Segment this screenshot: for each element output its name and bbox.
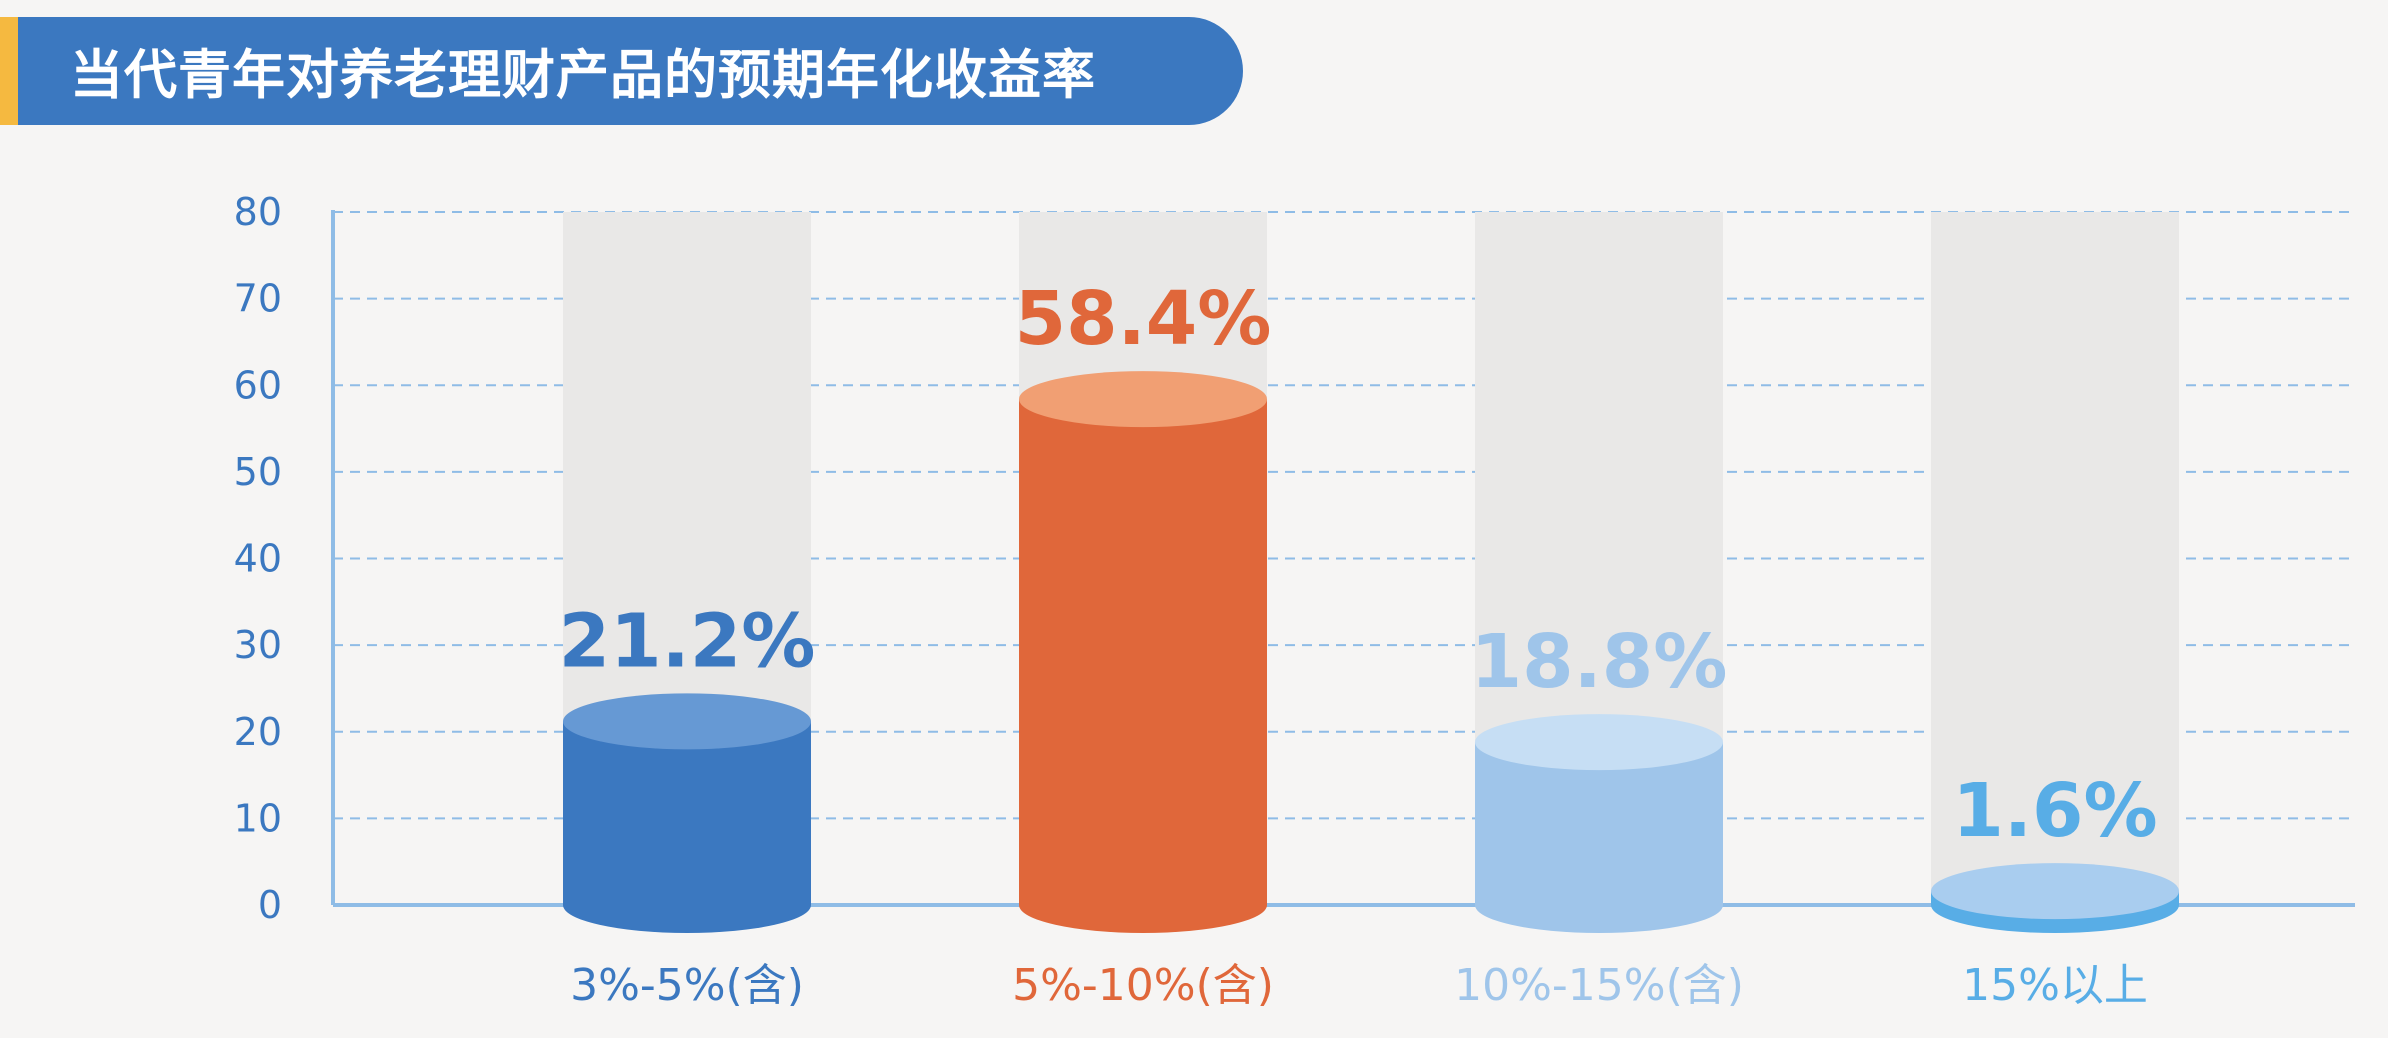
x-tick-label: 15%以上 xyxy=(1962,960,2148,1011)
x-tick-label: 10%-15%(含) xyxy=(1454,960,1744,1011)
bar-top xyxy=(563,693,811,750)
data-label: 58.4% xyxy=(1015,276,1272,362)
y-tick-label: 30 xyxy=(234,623,282,667)
bar xyxy=(1019,399,1267,933)
bar-top xyxy=(1475,714,1723,771)
y-tick-label: 80 xyxy=(234,190,282,234)
data-label: 1.6% xyxy=(1952,768,2157,854)
bar xyxy=(1475,742,1723,933)
bar-top xyxy=(1019,371,1267,428)
bar xyxy=(563,721,811,933)
y-tick-label: 0 xyxy=(258,883,282,927)
data-label: 18.8% xyxy=(1471,619,1728,705)
x-tick-label: 3%-5%(含) xyxy=(570,960,804,1011)
label-layer: 21.2% 3%-5%(含) 58.4% 5%-10%(含) 18.8% 10%-15%(… xyxy=(559,276,2158,1011)
title-accent xyxy=(0,17,18,125)
bar-track xyxy=(1931,212,2179,905)
y-tick-label: 40 xyxy=(234,537,282,581)
y-tick-label: 10 xyxy=(234,796,282,840)
bar-top xyxy=(1931,863,2179,920)
x-tick-label: 5%-10%(含) xyxy=(1012,960,1274,1011)
y-tick-label: 20 xyxy=(234,710,282,754)
data-label: 21.2% xyxy=(559,598,816,684)
y-tick-label: 70 xyxy=(234,277,282,321)
bar-layer xyxy=(563,371,2179,933)
chart-title: 当代青年对养老理财产品的预期年化收益率 xyxy=(70,45,1096,106)
title-bar: 当代青年对养老理财产品的预期年化收益率 xyxy=(18,17,1243,125)
y-tick-label: 50 xyxy=(234,450,282,494)
y-tick-label: 60 xyxy=(234,363,282,407)
